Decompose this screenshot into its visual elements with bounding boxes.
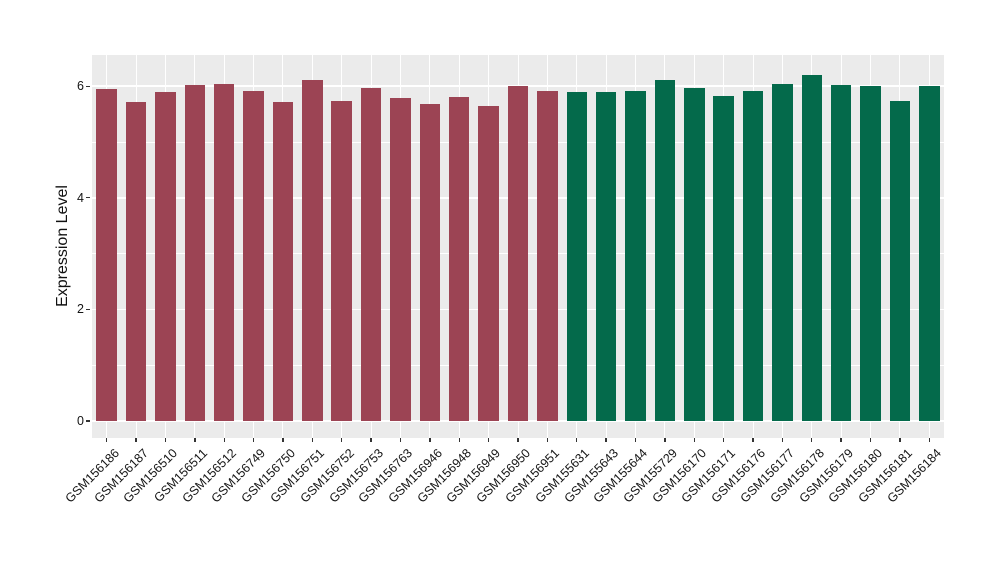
- x-tick-mark: [429, 438, 431, 442]
- bar-GSM156512: [213, 83, 235, 421]
- x-tick-mark: [517, 438, 519, 442]
- bar-GSM156753: [360, 87, 382, 421]
- x-tick-mark: [840, 438, 842, 442]
- y-tick-mark: [86, 85, 90, 87]
- x-tick-mark: [135, 438, 137, 442]
- bar-GSM156946: [419, 103, 441, 421]
- x-tick-mark: [928, 438, 930, 442]
- y-tick-label: 2: [77, 302, 84, 317]
- x-tick-mark: [223, 438, 225, 442]
- x-tick-mark: [811, 438, 813, 442]
- x-tick-mark: [605, 438, 607, 442]
- x-tick-mark: [252, 438, 255, 442]
- bar-GSM156749: [243, 90, 264, 421]
- bar-GSM156763: [390, 98, 411, 421]
- x-tick-mark: [194, 438, 196, 442]
- x-tick-mark: [722, 438, 725, 442]
- y-tick-mark: [86, 197, 90, 199]
- bar-GSM156950: [507, 85, 529, 421]
- bar-GSM156184: [919, 86, 940, 421]
- x-tick-mark: [282, 438, 284, 442]
- bar-GSM156171: [713, 96, 734, 421]
- bar-GSM156752: [331, 101, 352, 421]
- bar-GSM156511: [184, 85, 206, 421]
- bar-GSM156176: [742, 91, 764, 421]
- y-tick-label: 0: [77, 414, 84, 428]
- x-tick-mark: [576, 438, 578, 442]
- bar-GSM156949: [478, 106, 499, 421]
- bar-GSM156178: [801, 75, 823, 421]
- bar-GSM155643: [595, 91, 617, 421]
- bar-GSM155631: [566, 91, 587, 421]
- x-tick-mark: [634, 438, 637, 442]
- bar-GSM156177: [772, 83, 793, 421]
- y-tick-mark: [86, 420, 90, 422]
- x-tick-mark: [546, 438, 549, 442]
- x-tick-mark: [869, 438, 872, 442]
- x-tick-mark: [458, 438, 460, 442]
- bar-GSM156951: [537, 91, 558, 421]
- bar-GSM156510: [155, 92, 176, 421]
- bar-GSM155729: [654, 79, 676, 421]
- plot-panel: [92, 55, 944, 438]
- x-tick-mark: [899, 438, 901, 442]
- x-tick-mark: [164, 438, 167, 442]
- bar-GSM156948: [448, 96, 470, 421]
- bar-GSM156179: [830, 85, 852, 421]
- x-tick-mark: [781, 438, 784, 442]
- bar-GSM156170: [684, 87, 705, 421]
- bar-GSM156750: [272, 102, 294, 421]
- bar-GSM156187: [125, 102, 147, 421]
- x-tick-mark: [370, 438, 372, 442]
- bar-GSM156751: [302, 80, 323, 421]
- y-tick-mark: [86, 308, 90, 311]
- y-tick-label: 6: [77, 79, 84, 94]
- bar-GSM156180: [860, 86, 881, 421]
- x-tick-mark: [693, 438, 695, 442]
- x-tick-mark: [399, 438, 402, 442]
- x-tick-mark: [105, 438, 108, 442]
- x-tick-mark: [752, 438, 754, 442]
- x-tick-mark: [487, 438, 490, 442]
- y-tick-label: 4: [77, 190, 84, 205]
- x-tick-mark: [341, 438, 343, 442]
- bar-GSM156181: [889, 100, 911, 421]
- x-tick-mark: [664, 438, 666, 442]
- x-tick-mark: [311, 438, 314, 442]
- bar-GSM156186: [96, 89, 117, 421]
- bar-GSM155644: [625, 91, 646, 421]
